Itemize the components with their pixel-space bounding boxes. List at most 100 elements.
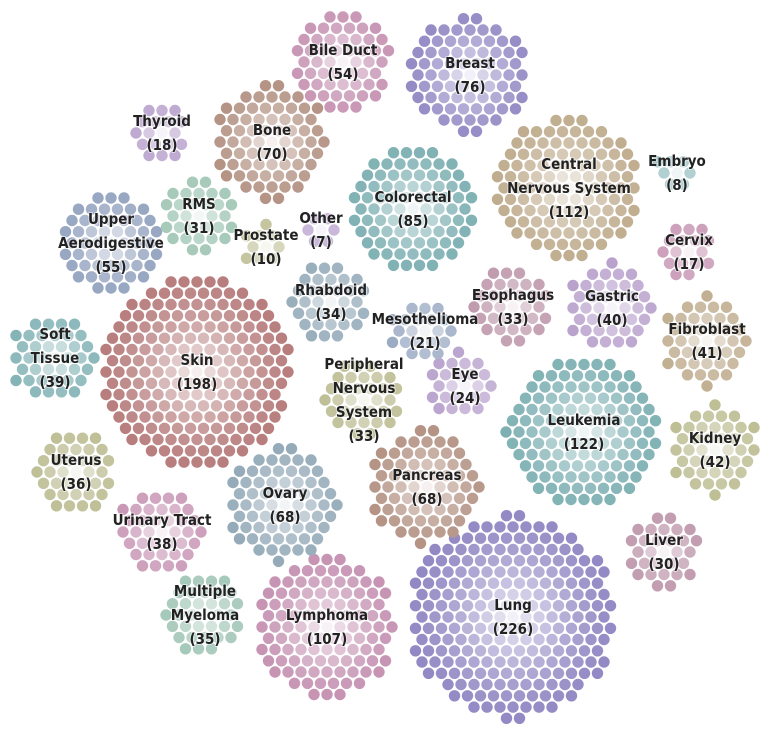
dot-leukemia bbox=[565, 448, 577, 461]
dot-central-nervous-system bbox=[511, 182, 523, 194]
dot-pancreas bbox=[440, 515, 453, 527]
dot-lung bbox=[409, 577, 422, 589]
dot-lung bbox=[494, 611, 506, 623]
dot-lung bbox=[429, 633, 441, 646]
dot-skin bbox=[113, 366, 125, 378]
dot-rms bbox=[199, 244, 212, 256]
dot-rms bbox=[199, 221, 212, 233]
cluster-rms bbox=[160, 176, 238, 256]
dot-central-nervous-system bbox=[615, 137, 627, 149]
dot-bone bbox=[233, 125, 246, 137]
dot-skin bbox=[249, 310, 262, 322]
dot-lung bbox=[520, 588, 532, 601]
dot-mesothelioma bbox=[406, 347, 418, 360]
dot-bone bbox=[253, 136, 265, 148]
dot-soft-tissue bbox=[68, 386, 81, 398]
dot-upper-aerodigestive bbox=[66, 237, 78, 249]
dot-breast bbox=[490, 114, 502, 126]
dot-breast bbox=[425, 24, 437, 36]
dot-leukemia bbox=[610, 482, 623, 494]
dot-kidney bbox=[728, 410, 741, 422]
dot-lymphoma bbox=[327, 677, 340, 689]
dot-bone bbox=[246, 125, 259, 137]
dot-leukemia bbox=[584, 482, 597, 494]
dot-rms bbox=[225, 199, 238, 211]
dot-lung bbox=[552, 532, 565, 544]
cluster-name: Lung bbox=[494, 596, 531, 614]
dot-colorectal bbox=[433, 225, 445, 238]
dot-eye bbox=[439, 369, 452, 381]
dot-skin bbox=[165, 298, 177, 311]
dot-lung bbox=[513, 690, 526, 702]
dot-kidney bbox=[689, 410, 702, 422]
dot-rhabdoid bbox=[338, 318, 350, 331]
cluster-name: Bone bbox=[253, 121, 291, 139]
dot-peripheral-nervous-system bbox=[351, 405, 364, 417]
dot-prostate bbox=[266, 230, 279, 242]
dot-lung bbox=[494, 701, 506, 713]
cluster-count: (17) bbox=[673, 255, 704, 273]
dot-central-nervous-system bbox=[537, 227, 549, 239]
dot-liver bbox=[684, 523, 696, 536]
dot-bone bbox=[220, 147, 233, 159]
dot-colorectal bbox=[426, 147, 439, 159]
dot-lymphoma bbox=[295, 621, 307, 633]
cluster-rhabdoid bbox=[286, 262, 370, 342]
cluster-count: (122) bbox=[564, 435, 605, 453]
dot-cervix bbox=[670, 246, 682, 258]
dot-central-nervous-system bbox=[576, 182, 588, 194]
cluster-label-bile-duct: Bile Duct (54) bbox=[309, 41, 378, 83]
dot-fibroblast bbox=[694, 324, 707, 336]
dot-rms bbox=[160, 221, 173, 233]
dot-soft-tissue bbox=[29, 363, 42, 375]
dot-mesothelioma bbox=[412, 314, 425, 326]
dot-rhabdoid bbox=[357, 285, 370, 297]
dot-liver bbox=[664, 535, 677, 547]
dot-soft-tissue bbox=[62, 329, 74, 342]
dot-multiple-myeloma bbox=[186, 609, 198, 621]
dot-lung bbox=[442, 588, 454, 601]
dot-lymphoma bbox=[327, 610, 340, 622]
dot-bone bbox=[272, 125, 285, 137]
dot-lung bbox=[416, 656, 428, 668]
dot-other bbox=[308, 235, 321, 247]
dot-lung bbox=[500, 645, 513, 657]
dot-eye bbox=[485, 380, 497, 392]
cluster-label-cervix: Cervix (17) bbox=[665, 231, 713, 273]
dot-bile-duct bbox=[330, 67, 343, 80]
dot-liver bbox=[632, 568, 644, 581]
dot-lymphoma bbox=[256, 598, 268, 611]
dot-eye bbox=[452, 369, 465, 381]
dot-skin bbox=[152, 433, 164, 446]
dot-central-nervous-system bbox=[563, 137, 575, 149]
dot-eye bbox=[478, 369, 491, 381]
dot-colorectal bbox=[355, 180, 367, 193]
dot-kidney bbox=[670, 421, 682, 434]
dot-pancreas bbox=[414, 425, 427, 437]
dot-rms bbox=[206, 210, 218, 222]
dot-lymphoma bbox=[308, 576, 320, 588]
dot-leukemia bbox=[630, 448, 642, 461]
dot-lung bbox=[572, 566, 584, 578]
dot-esophagus bbox=[526, 312, 539, 324]
dot-colorectal bbox=[400, 259, 413, 271]
dot-esophagus bbox=[539, 290, 552, 302]
dot-ovary bbox=[266, 521, 278, 534]
dot-soft-tissue bbox=[23, 352, 35, 364]
dot-leukemia bbox=[617, 403, 629, 416]
dot-bile-duct bbox=[343, 67, 356, 80]
dot-lung bbox=[546, 633, 558, 646]
dot-skin bbox=[256, 321, 268, 333]
dot-lung bbox=[474, 577, 487, 589]
dot-ovary bbox=[233, 488, 246, 500]
dot-lung bbox=[507, 701, 519, 713]
dot-bile-duct bbox=[317, 22, 330, 34]
dot-central-nervous-system bbox=[621, 171, 634, 183]
dot-multiple-myeloma bbox=[173, 586, 185, 599]
dot-ovary bbox=[305, 521, 317, 534]
dot-skin bbox=[178, 411, 190, 423]
dot-central-nervous-system bbox=[563, 249, 575, 262]
cluster-label-esophagus: Esophagus (33) bbox=[472, 286, 554, 328]
dot-ovary bbox=[259, 465, 272, 477]
dot-soft-tissue bbox=[75, 352, 87, 364]
